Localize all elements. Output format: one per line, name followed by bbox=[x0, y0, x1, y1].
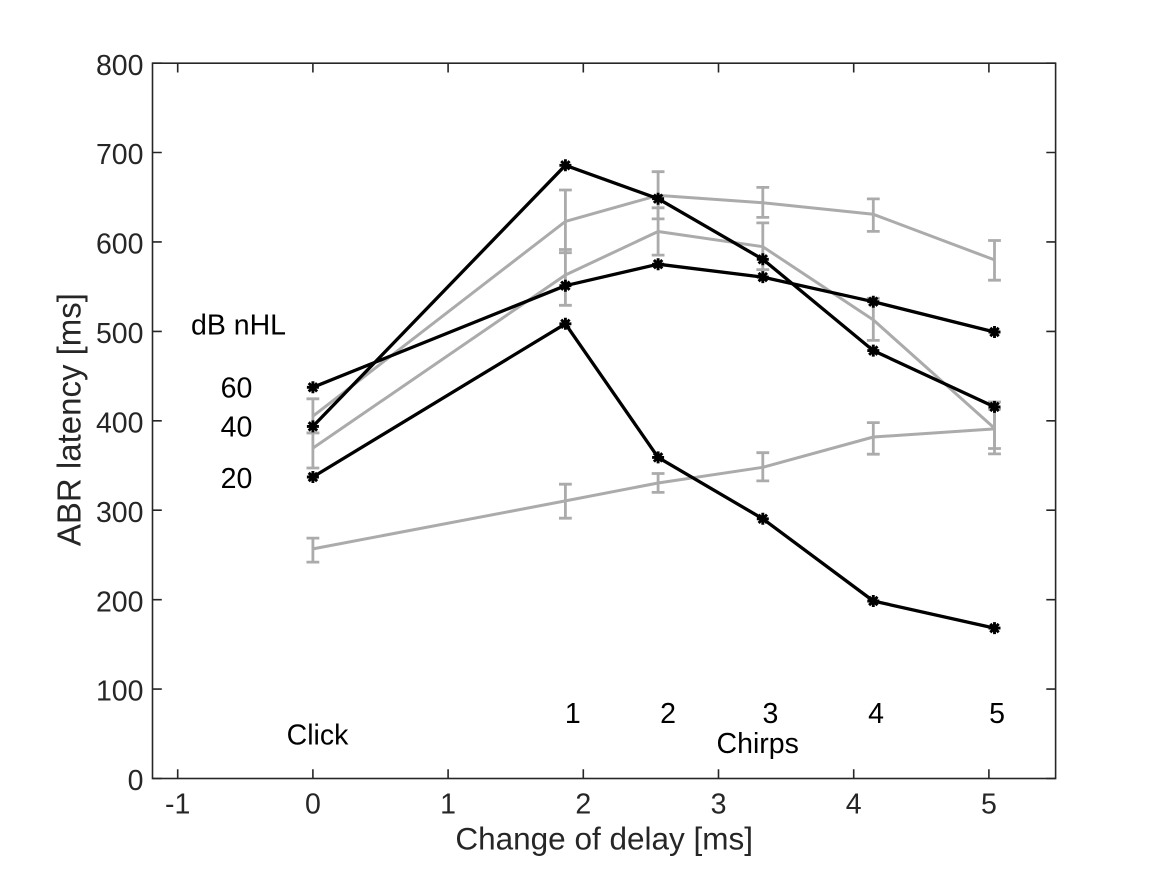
svg-text:Click: Click bbox=[287, 719, 349, 751]
svg-text:60: 60 bbox=[221, 373, 253, 405]
svg-text:3: 3 bbox=[762, 698, 778, 730]
svg-text:ABR latency [ms]: ABR latency [ms] bbox=[51, 293, 88, 546]
svg-text:-1: -1 bbox=[165, 789, 190, 821]
svg-text:600: 600 bbox=[96, 229, 144, 261]
svg-text:500: 500 bbox=[96, 318, 144, 350]
svg-text:700: 700 bbox=[96, 139, 144, 171]
svg-text:dB nHL: dB nHL bbox=[191, 310, 286, 342]
svg-text:800: 800 bbox=[96, 50, 144, 82]
svg-text:Change of delay [ms]: Change of delay [ms] bbox=[455, 820, 753, 856]
svg-text:2: 2 bbox=[660, 698, 676, 730]
svg-text:3: 3 bbox=[711, 789, 727, 821]
svg-text:1: 1 bbox=[565, 698, 581, 730]
svg-text:Chirps: Chirps bbox=[717, 728, 799, 760]
svg-text:5: 5 bbox=[989, 698, 1005, 730]
svg-text:100: 100 bbox=[96, 676, 144, 708]
svg-text:0: 0 bbox=[128, 765, 144, 797]
svg-text:1: 1 bbox=[440, 789, 456, 821]
svg-text:0: 0 bbox=[305, 789, 321, 821]
svg-text:400: 400 bbox=[96, 407, 144, 439]
svg-text:2: 2 bbox=[575, 789, 591, 821]
svg-text:20: 20 bbox=[221, 463, 253, 495]
svg-text:300: 300 bbox=[96, 497, 144, 529]
svg-text:5: 5 bbox=[981, 789, 997, 821]
svg-text:40: 40 bbox=[221, 411, 253, 443]
svg-text:200: 200 bbox=[96, 586, 144, 618]
svg-text:4: 4 bbox=[846, 789, 862, 821]
svg-text:4: 4 bbox=[868, 698, 884, 730]
